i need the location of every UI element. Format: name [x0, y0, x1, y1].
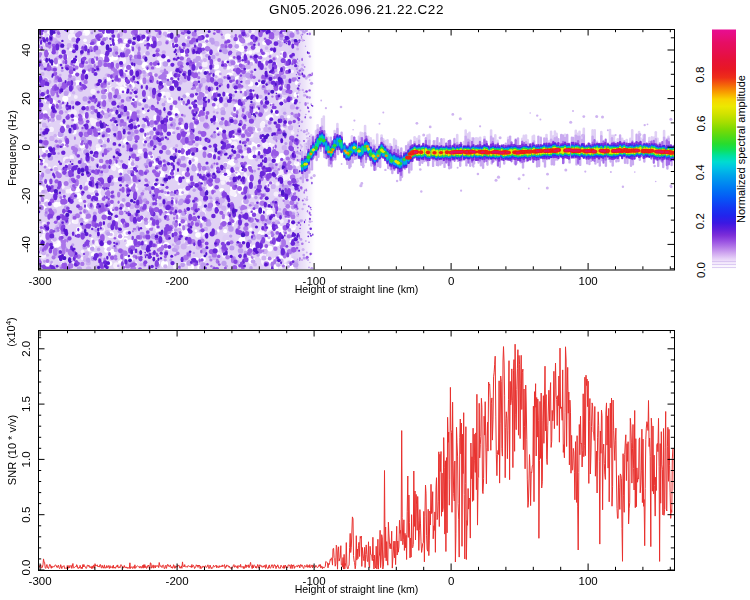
svg-text:100: 100 — [579, 575, 598, 587]
svg-text:0.4: 0.4 — [695, 164, 707, 181]
svg-text:SNR (10 * v/v): SNR (10 * v/v) — [6, 415, 18, 485]
svg-text:Normalized spectral amplitude: Normalized spectral amplitude — [735, 75, 747, 223]
svg-text:-300: -300 — [29, 575, 52, 587]
svg-text:0.0: 0.0 — [695, 262, 707, 278]
svg-text:0.5: 0.5 — [20, 507, 32, 523]
svg-text:0: 0 — [448, 575, 454, 587]
svg-text:1.0: 1.0 — [20, 451, 32, 467]
svg-text:-200: -200 — [166, 575, 189, 587]
svg-text:20: 20 — [20, 92, 32, 105]
svg-text:0.8: 0.8 — [695, 67, 707, 83]
svg-text:100: 100 — [579, 275, 598, 287]
svg-text:0: 0 — [20, 144, 32, 150]
svg-text:0.6: 0.6 — [695, 116, 707, 132]
svg-text:(x104): (x104) — [3, 317, 17, 347]
svg-text:Height of straight line (km): Height of straight line (km) — [295, 283, 419, 295]
svg-text:0: 0 — [448, 275, 454, 287]
svg-text:-200: -200 — [166, 275, 189, 287]
svg-text:-20: -20 — [20, 187, 32, 204]
svg-text:1.5: 1.5 — [20, 396, 32, 412]
svg-text:2.0: 2.0 — [20, 341, 32, 357]
svg-text:0.2: 0.2 — [695, 213, 707, 229]
svg-text:Frequency (Hz): Frequency (Hz) — [6, 110, 18, 186]
svg-text:-40: -40 — [20, 236, 32, 253]
svg-text:40: 40 — [20, 44, 32, 57]
svg-text:GN05.2026.096.21.22.C22: GN05.2026.096.21.22.C22 — [269, 2, 444, 17]
svg-text:Height of straight line (km): Height of straight line (km) — [295, 583, 419, 595]
svg-text:0.0: 0.0 — [20, 560, 32, 576]
svg-text:-300: -300 — [29, 275, 52, 287]
